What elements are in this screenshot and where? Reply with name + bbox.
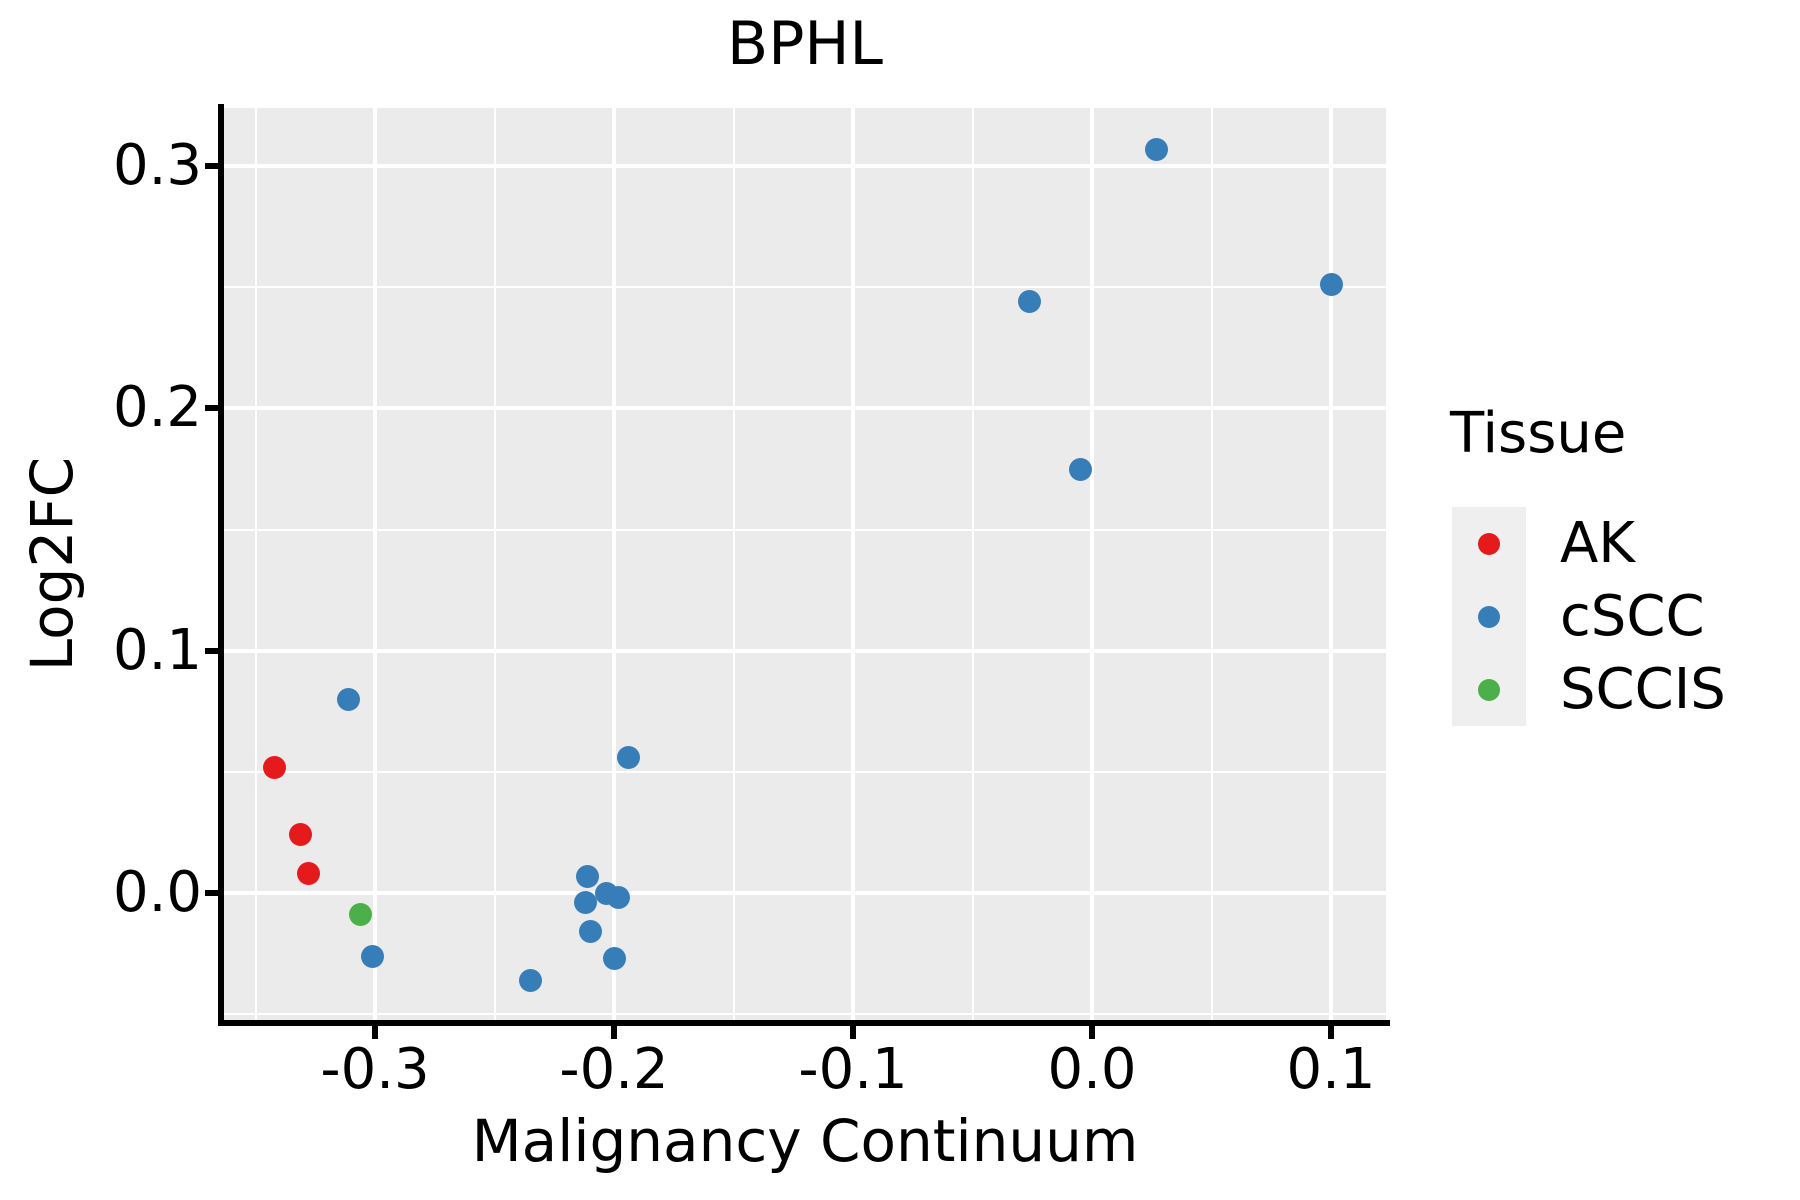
data-point-ak <box>289 823 313 847</box>
legend-item-label-sccis: SCCIS <box>1560 657 1726 722</box>
data-point-cscc <box>602 946 626 970</box>
x-tick-label: -0.2 <box>559 1037 669 1102</box>
y-tick-label: 0.1 <box>112 617 202 683</box>
x-tick-mark <box>1328 1026 1335 1039</box>
minor-gridline-y <box>224 1013 1386 1016</box>
x-tick-mark <box>611 1026 618 1039</box>
x-tick-mark <box>1089 1026 1096 1039</box>
y-axis-line <box>218 104 224 1026</box>
data-point-cscc <box>576 864 600 888</box>
data-point-cscc <box>361 944 385 968</box>
plot-title: BPHL <box>727 9 883 79</box>
x-axis-line <box>218 1020 1390 1026</box>
major-gridline-x <box>373 108 378 1020</box>
data-point-cscc <box>518 968 542 992</box>
data-point-cscc <box>1319 273 1343 297</box>
y-tick-mark <box>205 890 218 897</box>
y-tick-label: 0.2 <box>112 375 202 441</box>
data-point-cscc <box>1145 137 1169 161</box>
x-axis-title: Malignancy Continuum <box>471 1107 1139 1175</box>
y-tick-label: 0.3 <box>112 133 202 199</box>
legend-title: Tissue <box>1450 401 1627 466</box>
major-gridline-y <box>224 406 1386 411</box>
x-tick-label: -0.3 <box>320 1037 430 1102</box>
legend-item-label-ak: AK <box>1560 511 1636 576</box>
major-gridline-x <box>851 108 856 1020</box>
minor-gridline-x <box>254 108 257 1020</box>
major-gridline-x <box>612 108 617 1020</box>
data-point-cscc <box>1018 290 1042 314</box>
x-tick-mark <box>372 1026 379 1039</box>
data-point-cscc <box>573 891 597 915</box>
major-gridline-y <box>224 891 1386 896</box>
legend-key-sccis <box>1452 653 1526 726</box>
minor-gridline-x <box>1210 108 1213 1020</box>
minor-gridline-x <box>493 108 496 1020</box>
legend-item-label-cscc: cSCC <box>1560 584 1705 649</box>
legend-key-cscc <box>1452 580 1526 653</box>
major-gridline-x <box>1329 108 1334 1020</box>
y-tick-mark <box>205 405 218 412</box>
data-point-cscc <box>578 920 602 944</box>
minor-gridline-x <box>732 108 735 1020</box>
major-gridline-y <box>224 164 1386 169</box>
data-point-ak <box>263 755 287 779</box>
major-gridline-y <box>224 648 1386 653</box>
x-tick-label: 0.1 <box>1286 1037 1376 1102</box>
minor-gridline-y <box>224 770 1386 773</box>
minor-gridline-y <box>224 528 1386 531</box>
data-point-cscc <box>1068 457 1092 481</box>
plot-panel <box>224 108 1386 1020</box>
sccis-legend-dot-icon <box>1478 678 1500 701</box>
data-point-ak <box>296 862 320 886</box>
minor-gridline-y <box>224 286 1386 289</box>
x-tick-mark <box>850 1026 857 1039</box>
y-tick-mark <box>205 163 218 170</box>
ak-legend-dot-icon <box>1478 532 1500 555</box>
data-point-sccis <box>349 903 373 927</box>
y-tick-label: 0.0 <box>112 860 202 926</box>
data-point-cscc <box>337 687 361 711</box>
x-tick-label: -0.1 <box>798 1037 908 1102</box>
data-point-cscc <box>607 886 631 910</box>
data-point-cscc <box>616 745 640 769</box>
y-tick-mark <box>205 647 218 654</box>
legend-key-ak <box>1452 507 1526 580</box>
major-gridline-x <box>1090 108 1095 1020</box>
cscc-legend-dot-icon <box>1478 605 1500 628</box>
x-tick-label: 0.0 <box>1047 1037 1137 1102</box>
minor-gridline-x <box>971 108 974 1020</box>
